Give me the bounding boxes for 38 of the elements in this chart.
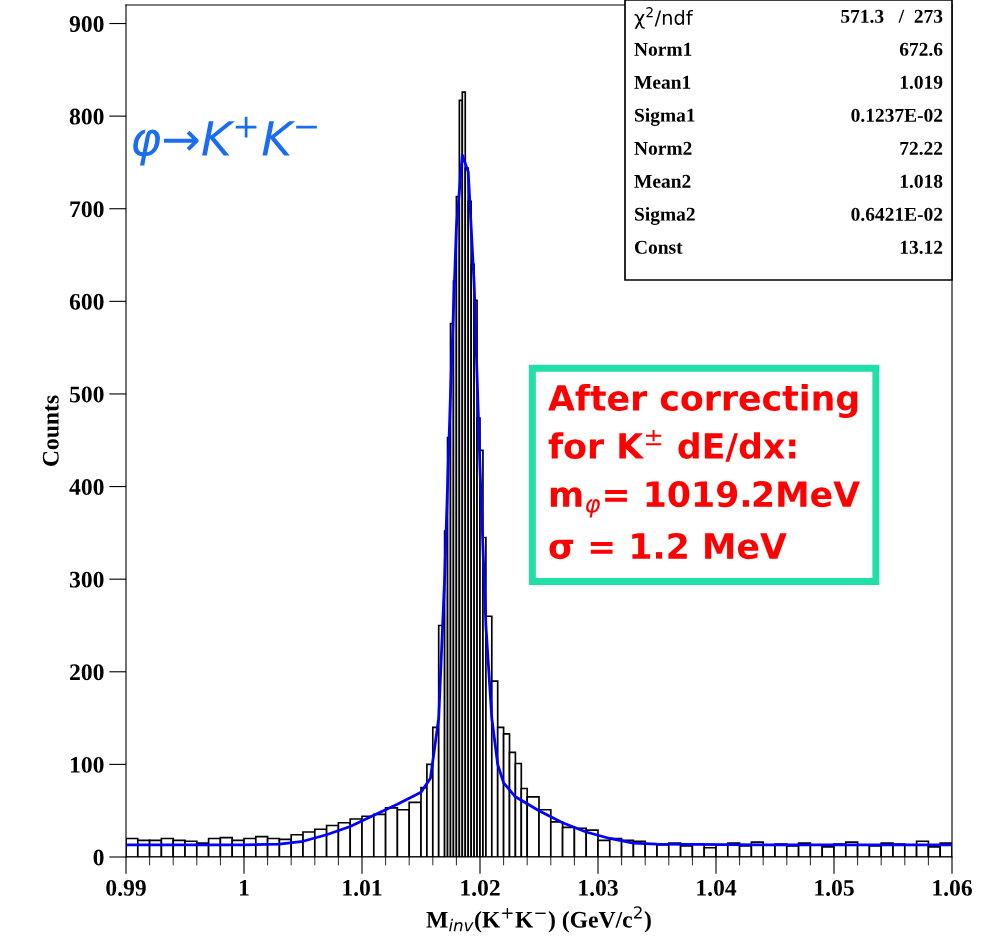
y-tick-label: 800 [69, 108, 104, 125]
y-tick-label: 200 [70, 664, 104, 681]
annotation: Const [634, 240, 683, 254]
y-tick-label: 300 [69, 571, 104, 588]
annotation: φ→K$^{+}$K$^{−}$ [133, 116, 317, 166]
annotation: 1.019 [900, 75, 943, 89]
y-tick-label: 400 [69, 479, 104, 495]
x-tick-label: 1.01 [343, 879, 382, 896]
annotation: 72.22 [900, 141, 943, 155]
annotation: Norm2 [634, 141, 692, 155]
annotation: Sigma2 [635, 207, 695, 225]
annotation: 0.6421E-02 [851, 207, 943, 221]
x-tick-label: 1.02 [461, 879, 500, 896]
annotation: Sigma1 [635, 108, 695, 126]
y-tick-label: 600 [69, 293, 104, 310]
annotation: Mean2 [634, 174, 691, 188]
y-tick-label: 900 [69, 16, 104, 32]
y-tick-label: 700 [70, 201, 104, 218]
annotation: Mean1 [634, 75, 691, 89]
y-tick-label: 0 [93, 849, 104, 866]
y-tick-label: 100 [70, 756, 104, 773]
x-tick-label: 1.03 [579, 879, 618, 896]
annotation: 672.6 [899, 42, 943, 56]
annotation: χ$^{2}$/ndf [634, 7, 694, 29]
x-tick-label: 1.04 [697, 879, 737, 896]
annotation: 13.12 [900, 240, 943, 254]
text: M$_{inv}$(K$^{+}$K$^{−}$) (GeV/c$^{2}$) [426, 906, 651, 933]
x-tick-label: 1 [239, 880, 249, 896]
x-tick-label: 1.06 [933, 879, 972, 896]
y-axis-title: Counts [42, 395, 59, 466]
annotation: Norm1 [634, 42, 692, 56]
annotation: 1.018 [900, 174, 943, 188]
annotation: 0.1237E-02 [851, 108, 943, 122]
annotation: 571.3 / 273 [841, 9, 943, 23]
text: After correcting for K$^{±}$ dE/dx: m$_{φ}$= 1019.2MeV σ = 1.2 MeV [548, 384, 860, 560]
y-tick-label: 500 [70, 386, 104, 403]
x-tick-label: 0.99 [106, 879, 146, 896]
x-tick-label: 1.05 [815, 879, 854, 896]
